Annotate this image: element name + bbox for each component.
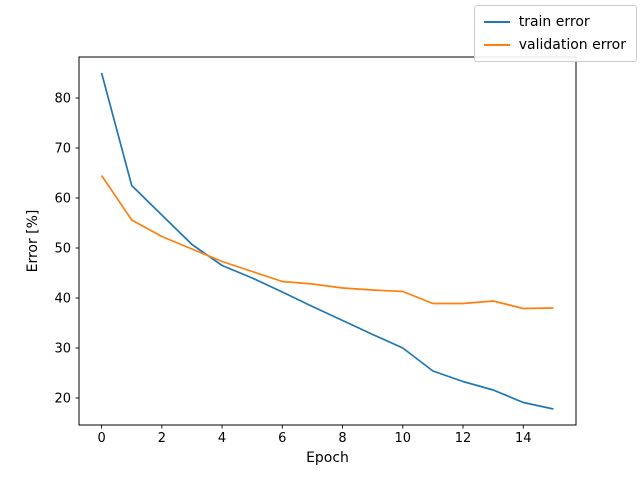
y-tick-label-60: 60	[54, 192, 71, 207]
y-tick-label-40: 40	[54, 292, 71, 307]
legend-label-validation-error: validation error	[518, 37, 626, 53]
x-axis-label: Epoch	[306, 450, 349, 466]
legend-item-train-error: train error	[483, 13, 626, 31]
train-error-line-swatch	[483, 21, 510, 23]
y-tick-label-20: 20	[54, 392, 71, 407]
series-line-validation-error	[100, 175, 554, 310]
legend-item-validation-error: validation error	[483, 36, 626, 54]
x-tick-label-4: 4	[218, 431, 226, 446]
y-tick-label-50: 50	[54, 242, 71, 257]
y-axis-label: Error [%]	[25, 209, 41, 273]
x-tick-label-8: 8	[338, 431, 346, 446]
x-tick-label-2: 2	[158, 431, 166, 446]
y-tick-label-80: 80	[54, 92, 71, 107]
x-tick-label-12: 12	[455, 431, 472, 446]
axes-frame	[78, 56, 577, 426]
y-tick-label-30: 30	[54, 342, 71, 357]
validation-error-line-swatch	[483, 44, 510, 46]
legend-label-train-error: train error	[518, 14, 590, 30]
legend: train error validation error	[473, 5, 637, 62]
x-tick-label-6: 6	[278, 431, 286, 446]
x-tick-label-14: 14	[515, 431, 532, 446]
x-tick-label-10: 10	[395, 431, 412, 446]
series-line-train-error	[100, 72, 554, 410]
x-tick-label-0: 0	[97, 431, 105, 446]
y-tick-label-70: 70	[54, 142, 71, 157]
